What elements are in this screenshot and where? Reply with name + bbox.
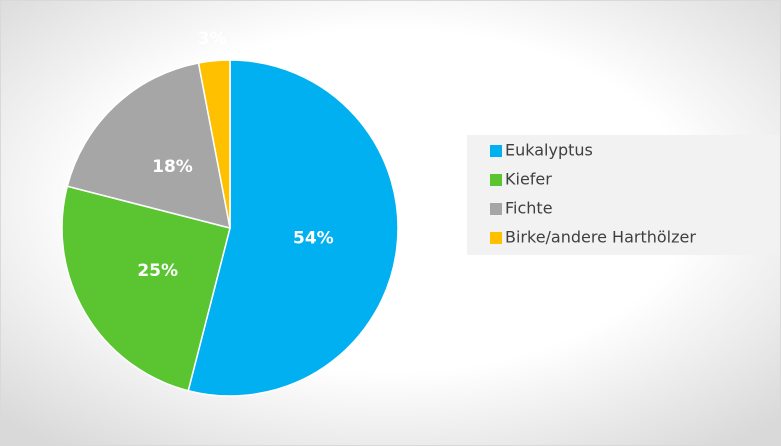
pie-slice [197, 59, 231, 229]
data-label: 25% [137, 261, 178, 281]
legend-swatch [490, 232, 502, 244]
pie-slice [187, 59, 399, 397]
legend-swatch [490, 174, 502, 186]
legend-box [467, 135, 780, 255]
legend-label: Eukalyptus [505, 141, 593, 160]
data-label: 54% [293, 229, 334, 249]
data-label: 3% [198, 29, 227, 49]
legend-swatch [490, 145, 502, 157]
legend-label: Kiefer [505, 170, 552, 189]
legend-label: Birke/andere Harthölzer [505, 228, 696, 247]
pie-slice [66, 62, 231, 230]
legend-label: Fichte [505, 199, 553, 218]
legend-swatch [490, 203, 502, 215]
pie-slice [61, 185, 231, 392]
data-label: 18% [152, 157, 193, 177]
